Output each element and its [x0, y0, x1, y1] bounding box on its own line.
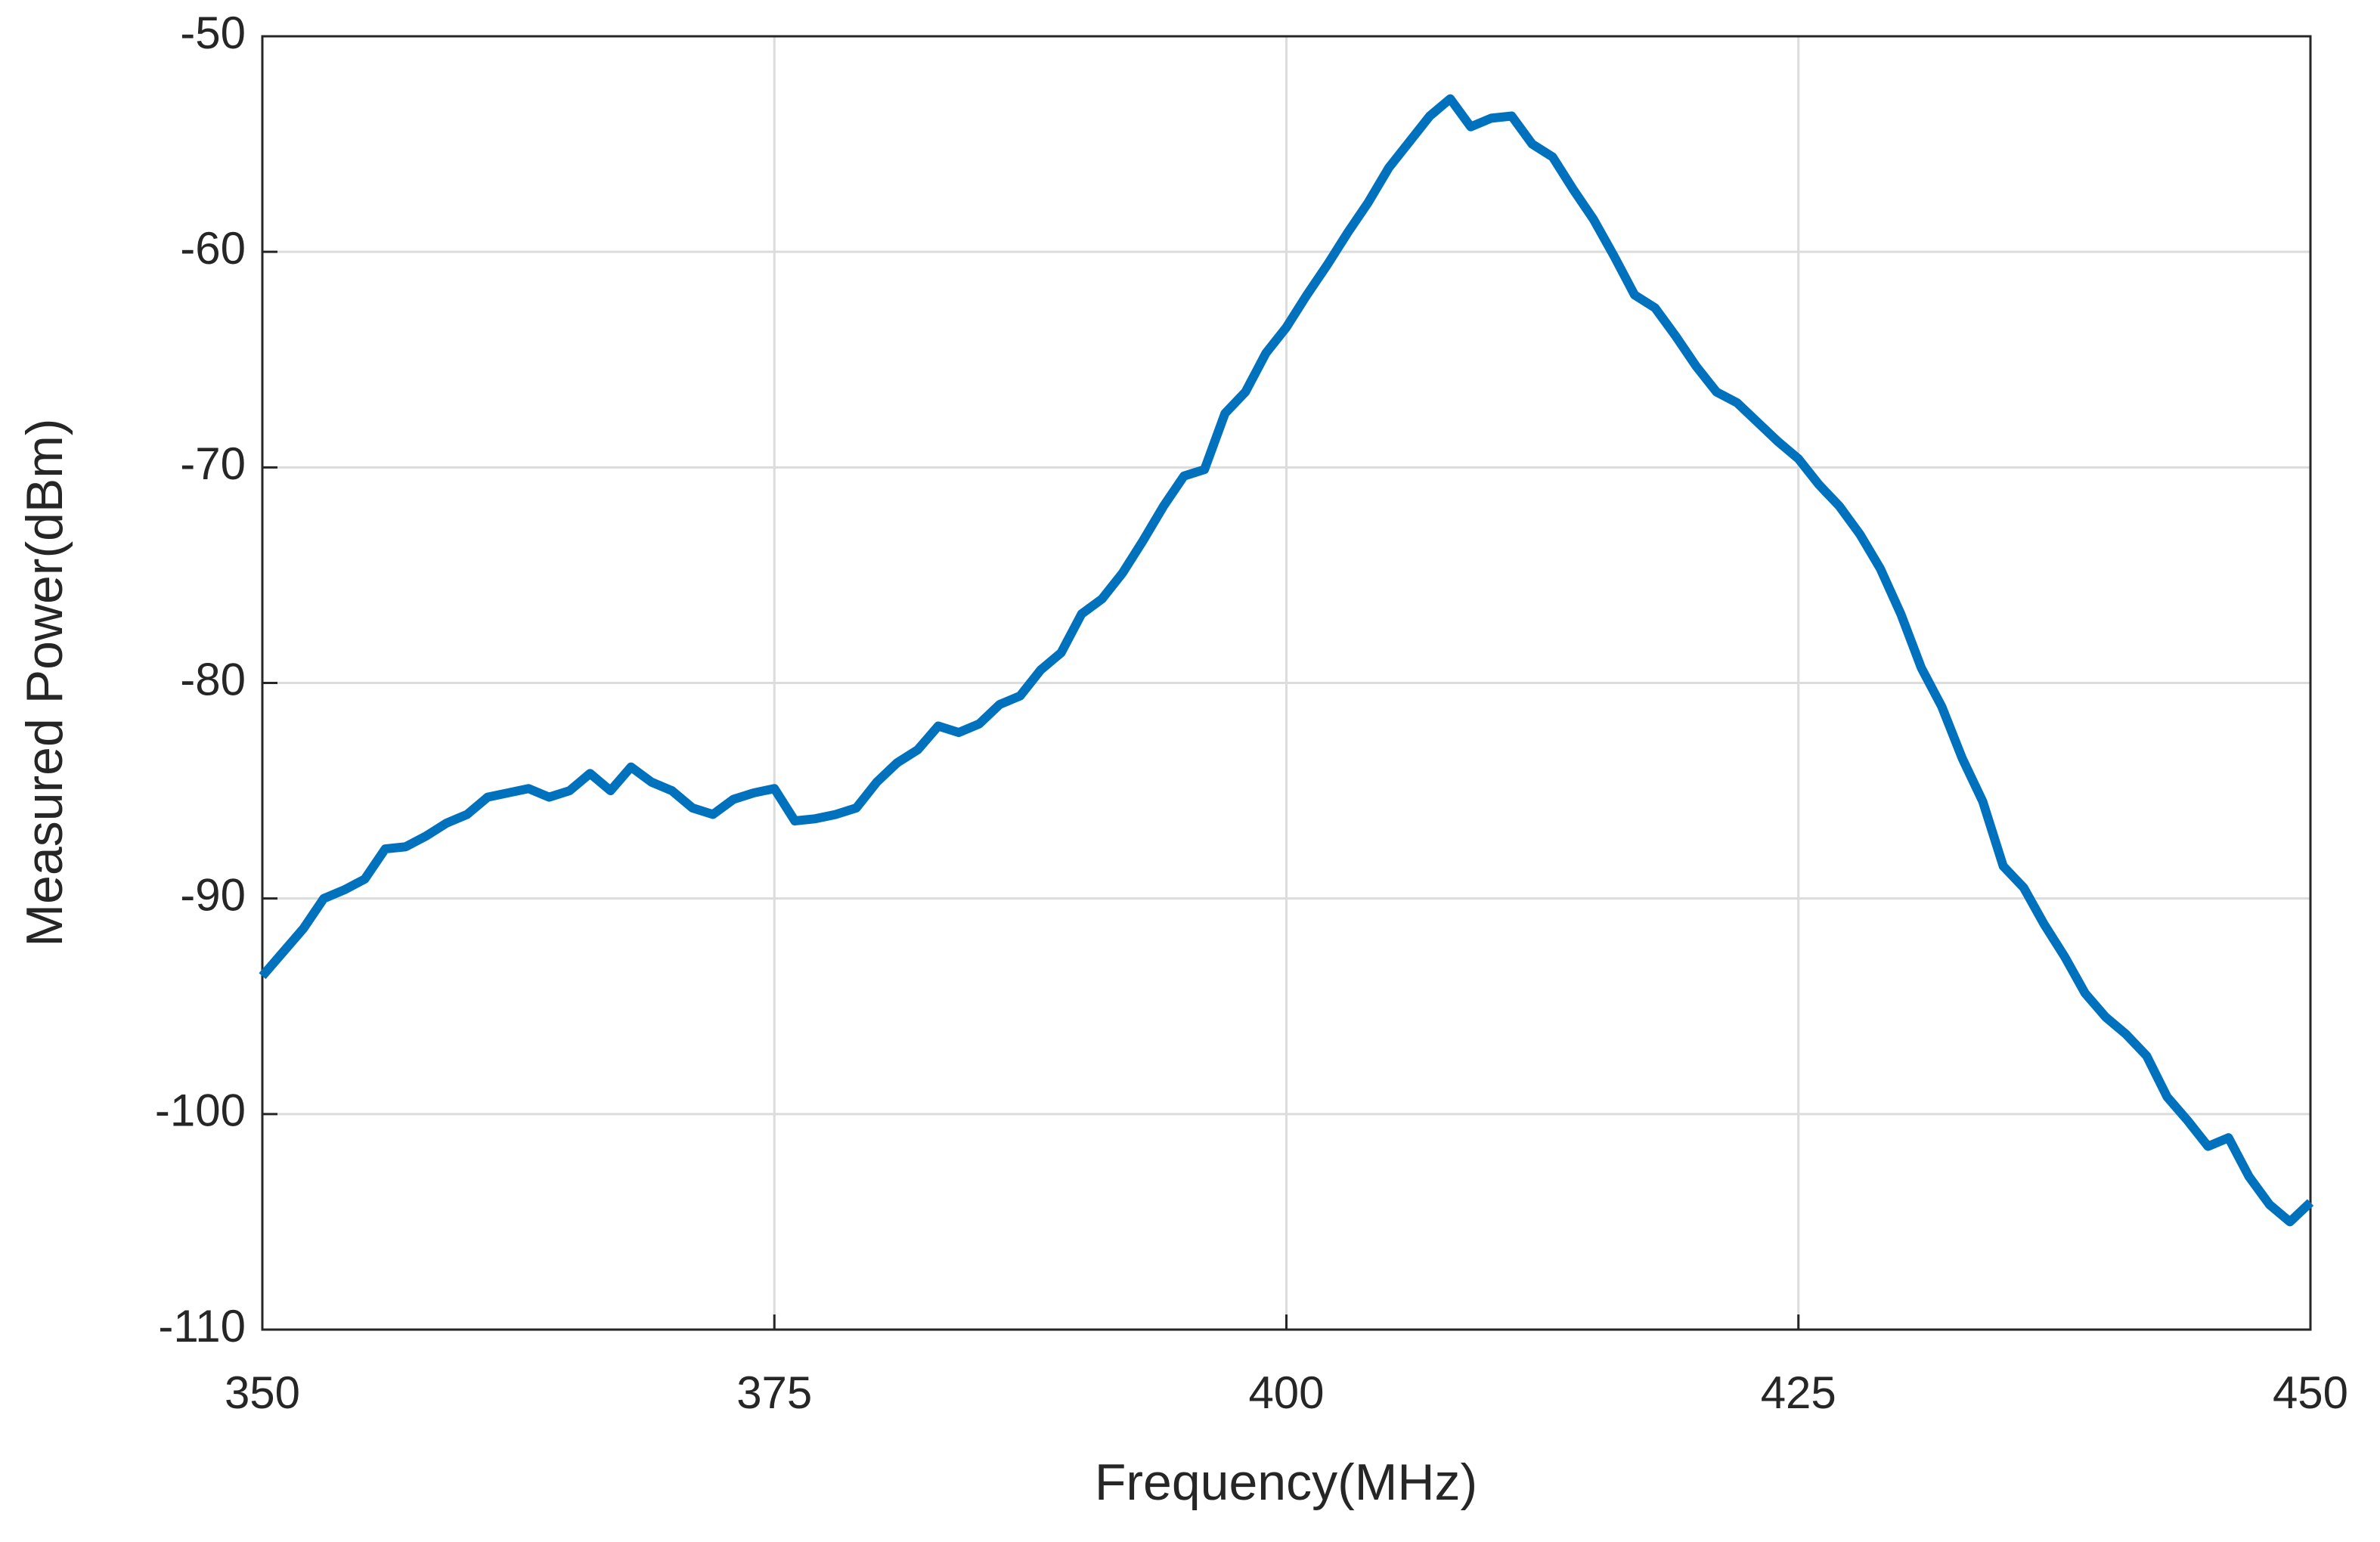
y-tick-label: -70: [180, 438, 246, 489]
x-tick-label: 425: [1761, 1367, 1836, 1418]
x-tick-label: 400: [1248, 1367, 1324, 1418]
y-tick-label: -80: [180, 654, 246, 704]
x-tick-label: 375: [736, 1367, 812, 1418]
y-tick-label: -50: [180, 8, 246, 58]
y-tick-label: -110: [158, 1301, 246, 1352]
plot-frame: [261, 35, 2312, 1331]
y-axis-label: Measured Power(dBm): [16, 418, 73, 946]
x-tick-label: 350: [225, 1367, 300, 1418]
data-line: [259, 94, 2314, 1227]
x-axis-label: Frequency(MHz): [1095, 1454, 1477, 1511]
x-tick-label: 450: [2273, 1367, 2348, 1418]
y-tick-label: -60: [180, 223, 246, 274]
y-tick-label: -100: [155, 1085, 246, 1136]
y-tick-label: -90: [180, 870, 246, 921]
